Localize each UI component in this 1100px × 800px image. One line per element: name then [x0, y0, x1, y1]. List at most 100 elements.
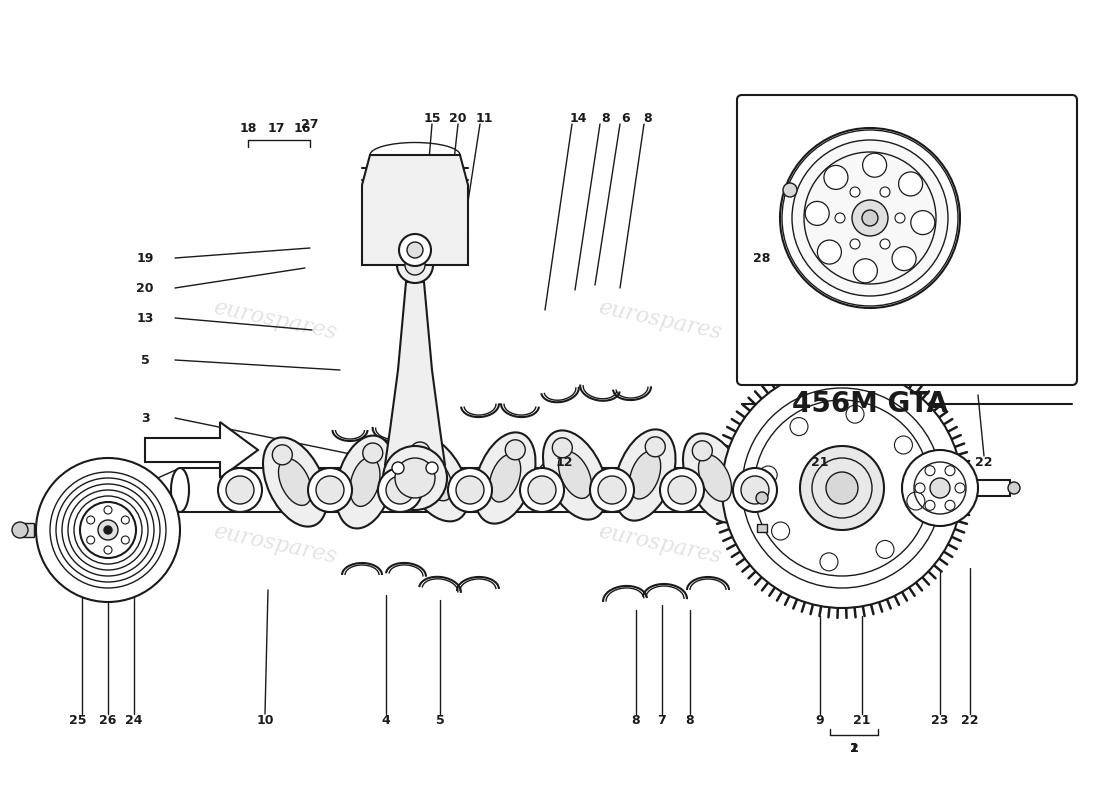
Circle shape	[692, 441, 713, 461]
Circle shape	[850, 187, 860, 197]
Circle shape	[741, 476, 769, 504]
Circle shape	[800, 446, 884, 530]
Circle shape	[226, 476, 254, 504]
Circle shape	[590, 468, 634, 512]
Text: 20: 20	[449, 111, 466, 125]
Text: 11: 11	[475, 111, 493, 125]
Text: 8: 8	[631, 714, 640, 726]
Text: 14: 14	[570, 111, 586, 125]
Circle shape	[852, 200, 888, 236]
Text: 21: 21	[812, 455, 828, 469]
Text: 5: 5	[141, 354, 150, 366]
Circle shape	[456, 476, 484, 504]
Text: 5: 5	[436, 714, 444, 726]
Circle shape	[734, 380, 950, 596]
Circle shape	[505, 440, 526, 460]
Circle shape	[646, 437, 666, 457]
Circle shape	[930, 478, 950, 498]
Text: 8: 8	[685, 714, 694, 726]
Circle shape	[756, 492, 768, 504]
FancyBboxPatch shape	[737, 95, 1077, 385]
Circle shape	[759, 466, 777, 484]
Circle shape	[121, 536, 130, 544]
Circle shape	[805, 202, 829, 226]
Ellipse shape	[615, 430, 675, 521]
Text: eurospares: eurospares	[596, 520, 724, 568]
Ellipse shape	[263, 438, 327, 526]
Ellipse shape	[698, 454, 732, 502]
Text: 3: 3	[141, 411, 150, 425]
Circle shape	[894, 436, 912, 454]
Circle shape	[780, 128, 960, 308]
Circle shape	[880, 239, 890, 249]
Circle shape	[397, 247, 433, 283]
Circle shape	[824, 166, 848, 190]
Ellipse shape	[402, 434, 469, 522]
Circle shape	[448, 468, 492, 512]
Circle shape	[862, 154, 887, 178]
Circle shape	[392, 462, 404, 474]
Text: eurospares: eurospares	[596, 296, 724, 344]
Ellipse shape	[278, 458, 311, 506]
Text: 26: 26	[99, 714, 117, 726]
Circle shape	[790, 418, 808, 435]
Circle shape	[945, 466, 955, 476]
Circle shape	[395, 458, 434, 498]
Circle shape	[407, 242, 424, 258]
Circle shape	[1008, 482, 1020, 494]
Text: 456M GTA: 456M GTA	[792, 390, 948, 418]
Circle shape	[36, 458, 180, 602]
Text: 20: 20	[136, 282, 154, 294]
Text: 8: 8	[644, 111, 652, 125]
Ellipse shape	[170, 468, 189, 512]
Text: eurospares: eurospares	[211, 520, 339, 568]
Circle shape	[826, 472, 858, 504]
Text: 22: 22	[976, 455, 992, 469]
Circle shape	[902, 450, 978, 526]
Circle shape	[104, 526, 112, 534]
Circle shape	[104, 506, 112, 514]
Circle shape	[925, 500, 935, 510]
Circle shape	[363, 443, 383, 463]
Circle shape	[316, 476, 344, 504]
Circle shape	[820, 553, 838, 571]
Ellipse shape	[418, 455, 452, 501]
Circle shape	[80, 502, 136, 558]
Circle shape	[876, 541, 894, 558]
Circle shape	[12, 522, 28, 538]
Circle shape	[410, 442, 430, 462]
Text: 7: 7	[658, 714, 667, 726]
Text: 4: 4	[382, 714, 390, 726]
Circle shape	[911, 210, 935, 234]
Text: 8: 8	[602, 111, 610, 125]
Text: 12: 12	[556, 455, 573, 469]
Circle shape	[426, 462, 438, 474]
Circle shape	[308, 468, 352, 512]
Ellipse shape	[490, 454, 520, 502]
Circle shape	[783, 183, 798, 197]
Circle shape	[552, 438, 572, 458]
Polygon shape	[385, 282, 446, 478]
Text: 13: 13	[136, 311, 154, 325]
Text: 21: 21	[854, 714, 871, 726]
Text: eurospares: eurospares	[211, 296, 339, 344]
Circle shape	[87, 536, 95, 544]
Circle shape	[906, 492, 925, 510]
Text: 28: 28	[754, 251, 771, 265]
Circle shape	[850, 239, 860, 249]
Text: 25: 25	[69, 714, 87, 726]
Circle shape	[520, 468, 564, 512]
Circle shape	[98, 520, 118, 540]
Circle shape	[862, 210, 878, 226]
Text: 18: 18	[240, 122, 256, 134]
Text: 1: 1	[849, 742, 858, 755]
Text: 23: 23	[932, 714, 948, 726]
Polygon shape	[145, 422, 258, 478]
Text: 19: 19	[136, 251, 154, 265]
Text: 16: 16	[294, 122, 310, 134]
Circle shape	[895, 213, 905, 223]
Circle shape	[386, 476, 414, 504]
Text: 9: 9	[816, 714, 824, 726]
Circle shape	[915, 483, 925, 493]
Circle shape	[880, 187, 890, 197]
